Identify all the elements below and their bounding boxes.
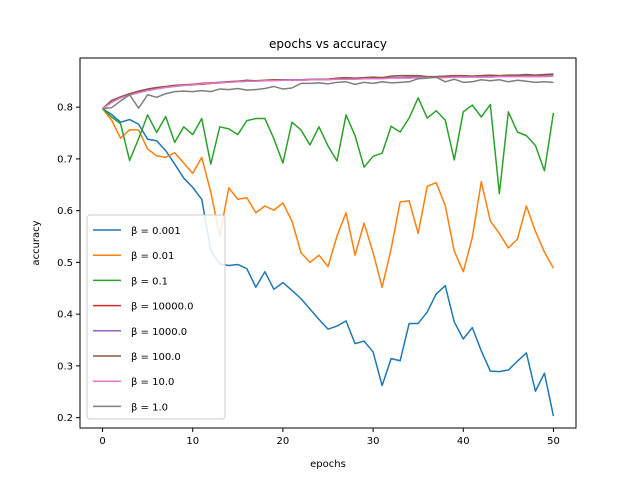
series-lines: [101, 73, 555, 417]
x-tick-label: 50: [547, 436, 560, 447]
legend-label-4: β = 1000.0: [131, 327, 187, 338]
legend-label-6: β = 10.0: [131, 377, 174, 388]
x-tick-label: 20: [277, 436, 290, 447]
x-tick-label: 10: [186, 436, 199, 447]
x-axis-ticks: 0 10 20 30 40 50: [99, 428, 560, 447]
series-line-7: [102, 76, 554, 110]
legend-label-7: β = 1.0: [131, 402, 168, 413]
series-line-0: [102, 108, 555, 417]
y-tick-label: 0.4: [57, 310, 73, 321]
x-tick-label: 0: [99, 436, 105, 447]
legend-label-2: β = 0.1: [131, 276, 168, 287]
y-tick-label: 0.8: [57, 103, 73, 114]
legend-label-0: β = 0.001: [131, 226, 181, 237]
x-axis-label: epochs: [310, 459, 346, 470]
y-tick-label: 0.2: [57, 413, 73, 424]
chart-title: epochs vs accuracy: [269, 37, 387, 51]
plot-area: [79, 57, 577, 429]
y-tick-label: 0.5: [57, 258, 73, 269]
y-tick-label: 0.6: [57, 206, 73, 217]
legend-label-1: β = 0.01: [131, 251, 174, 262]
x-tick-label: 40: [457, 436, 470, 447]
series-line-2: [102, 97, 555, 195]
legend-label-5: β = 100.0: [131, 352, 181, 363]
legend: β = 0.001 β = 0.01 β = 0.1 β = 10000.0 β = 1…: [86, 214, 226, 420]
y-axis-label: accuracy: [31, 220, 42, 265]
axes-frame: [79, 57, 577, 429]
series-line-6: [102, 75, 554, 110]
y-tick-label: 0.3: [57, 361, 73, 372]
y-axis-ticks: 0.2 0.3 0.4 0.5 0.6 0.7 0.8: [57, 103, 80, 424]
series-line-1: [101, 108, 555, 288]
y-tick-label: 0.7: [57, 154, 73, 165]
legend-label-3: β = 10000.0: [131, 302, 193, 313]
legend-box: [86, 214, 226, 420]
x-tick-label: 30: [367, 436, 380, 447]
